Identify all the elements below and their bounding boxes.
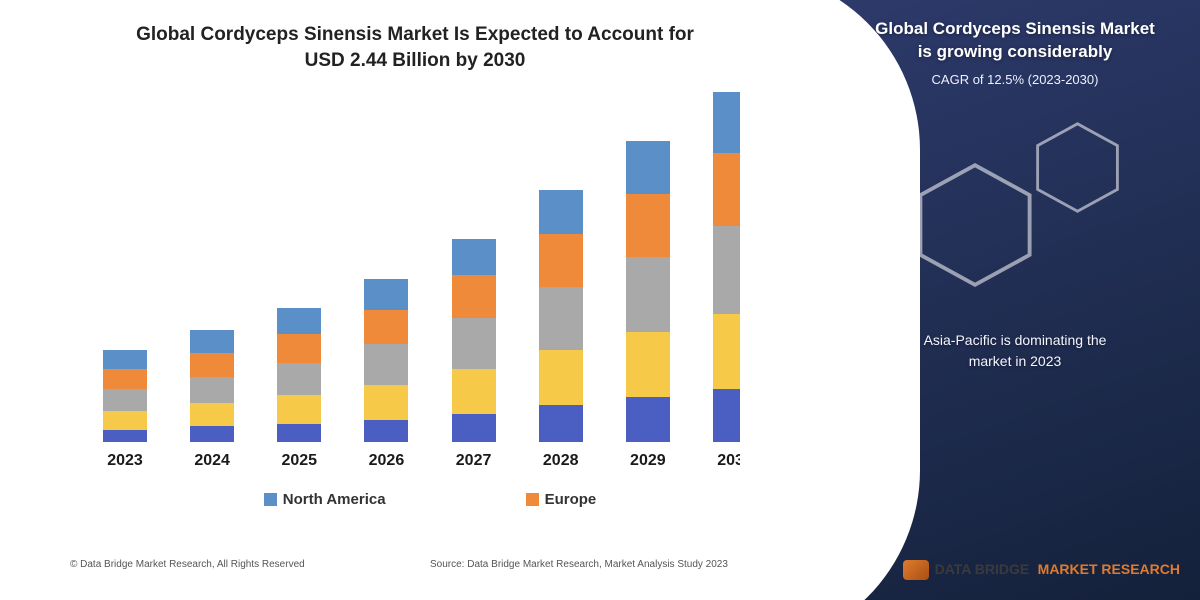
brand-logo-text: DATA BRIDGE MARKET RESEARCH — [935, 561, 1180, 579]
bar-chart: 20232024202520262027202820292030 — [90, 120, 770, 470]
x-axis-label: 2026 — [369, 452, 405, 470]
bar-column: 2024 — [177, 330, 247, 470]
bar-segment-s4 — [626, 332, 670, 397]
bar-segment-s3 — [103, 389, 147, 411]
x-axis-label: 2028 — [543, 452, 579, 470]
bar-segment-s5 — [626, 397, 670, 442]
bar-column: 2026 — [351, 279, 421, 470]
bar-stack — [103, 350, 147, 442]
hexagon-graphic — [890, 120, 1140, 300]
bar-segment-s1 — [539, 190, 583, 235]
footer-source: Source: Data Bridge Market Research, Mar… — [430, 559, 728, 570]
bar-segment-s1 — [190, 330, 234, 352]
bar-column: 2023 — [90, 350, 160, 470]
bar-column: 2029 — [613, 141, 683, 470]
bar-segment-s2 — [452, 275, 496, 318]
bar-segment-s4 — [190, 403, 234, 425]
bar-segment-s1 — [103, 350, 147, 368]
right-panel: Global Cordyceps Sinensis Market is grow… — [830, 0, 1200, 600]
bar-segment-s3 — [364, 344, 408, 385]
bar-segment-s2 — [277, 334, 321, 362]
bar-stack — [277, 308, 321, 442]
bar-segment-s4 — [452, 369, 496, 414]
bar-segment-s5 — [364, 420, 408, 442]
page-root: Global Cordyceps Sinensis Market Is Expe… — [0, 0, 1200, 600]
bar-segment-s3 — [190, 377, 234, 403]
bar-stack — [190, 330, 234, 442]
bar-segment-s1 — [452, 239, 496, 276]
bar-segment-s3 — [277, 363, 321, 396]
bar-segment-s2 — [626, 194, 670, 257]
x-axis-label: 2024 — [194, 452, 230, 470]
title-line-1: Global Cordyceps Sinensis Market Is Expe… — [0, 22, 830, 48]
bar-segment-s5 — [103, 430, 147, 442]
legend-item: North America — [264, 491, 386, 508]
brand-logo: DATA BRIDGE MARKET RESEARCH — [903, 560, 1180, 580]
rp-title-line-1: Global Cordyceps Sinensis Market — [830, 18, 1200, 41]
bar-column: 2028 — [526, 190, 596, 470]
bar-segment-s5 — [452, 414, 496, 442]
hexagon-icon — [910, 160, 1040, 290]
bar-segment-s5 — [190, 426, 234, 442]
brand-logo-icon — [903, 560, 929, 580]
legend-label: North America — [283, 491, 386, 508]
bar-column: 2027 — [439, 239, 509, 470]
x-axis-label: 2027 — [456, 452, 492, 470]
brand-text-1: DATA BRIDGE — [935, 561, 1030, 577]
bar-stack — [626, 141, 670, 442]
legend-swatch-icon — [264, 493, 277, 506]
bar-segment-s3 — [452, 318, 496, 369]
title-line-2: USD 2.44 Billion by 2030 — [0, 48, 830, 74]
bar-stack — [452, 239, 496, 442]
bar-group: 20232024202520262027202820292030 — [90, 120, 770, 470]
bar-segment-s3 — [626, 257, 670, 332]
bar-segment-s2 — [364, 310, 408, 345]
hexagon-icon — [1030, 120, 1125, 215]
bar-segment-s4 — [103, 411, 147, 429]
legend-item: Europe — [526, 491, 597, 508]
bar-segment-s1 — [364, 279, 408, 310]
left-panel: Global Cordyceps Sinensis Market Is Expe… — [0, 0, 830, 600]
bar-segment-s3 — [539, 287, 583, 350]
panel-divider-curve — [740, 0, 920, 600]
legend-swatch-icon — [526, 493, 539, 506]
legend-label: Europe — [545, 491, 597, 508]
bar-segment-s2 — [103, 369, 147, 389]
chart-title: Global Cordyceps Sinensis Market Is Expe… — [0, 0, 830, 73]
x-axis-label: 2023 — [107, 452, 143, 470]
bar-column: 2025 — [264, 308, 334, 470]
bar-segment-s4 — [364, 385, 408, 420]
bar-segment-s4 — [277, 395, 321, 423]
bar-stack — [539, 190, 583, 442]
bar-stack — [364, 279, 408, 442]
bar-segment-s5 — [277, 424, 321, 442]
x-axis-label: 2025 — [281, 452, 317, 470]
brand-text-2: MARKET RESEARCH — [1038, 561, 1180, 577]
chart-legend: North America Europe — [90, 491, 770, 508]
bar-segment-s1 — [626, 141, 670, 194]
footer-copyright: © Data Bridge Market Research, All Right… — [70, 559, 305, 570]
bar-segment-s5 — [539, 405, 583, 442]
x-axis-label: 2029 — [630, 452, 666, 470]
bar-segment-s2 — [539, 234, 583, 287]
bar-segment-s4 — [539, 350, 583, 405]
bar-segment-s1 — [277, 308, 321, 334]
bar-segment-s2 — [190, 353, 234, 377]
